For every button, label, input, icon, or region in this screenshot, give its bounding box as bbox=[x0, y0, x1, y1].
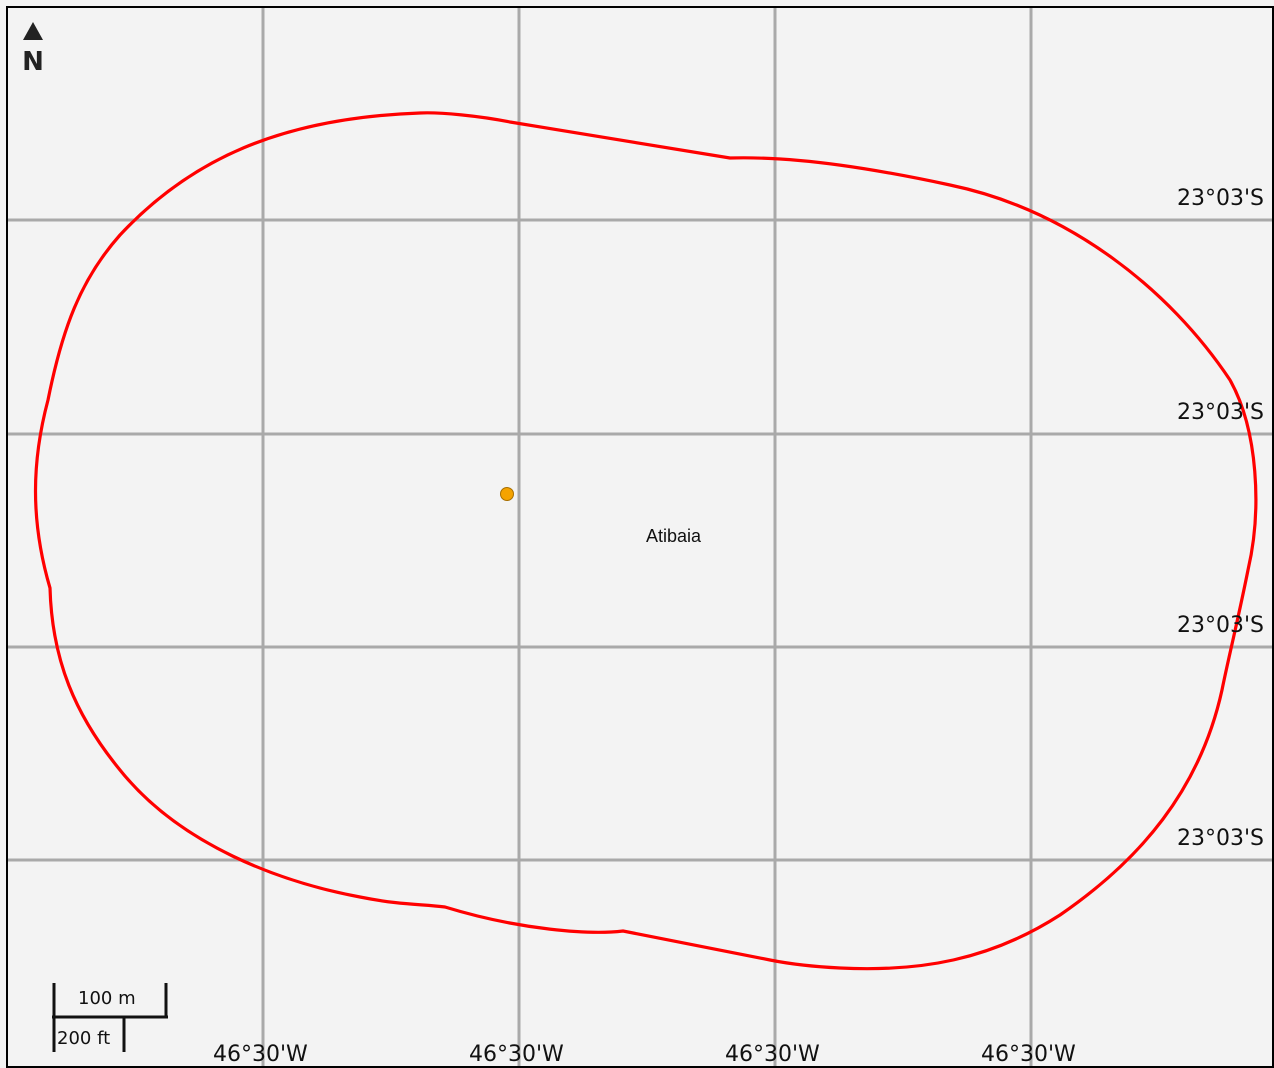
scale-bar-metric-label: 100 m bbox=[78, 988, 136, 1009]
scale-bar-imperial-label: 200 ft bbox=[57, 1028, 110, 1049]
map-frame bbox=[6, 6, 1274, 1068]
north-arrow-label: N bbox=[22, 47, 44, 77]
longitude-label: 46°30'W bbox=[981, 1042, 1076, 1067]
boundary-outline[interactable] bbox=[33, 111, 1258, 971]
longitude-label: 46°30'W bbox=[725, 1042, 820, 1067]
latitude-label: 23°03'S bbox=[1177, 613, 1264, 638]
latitude-label: 23°03'S bbox=[1177, 400, 1264, 425]
location-dot-icon[interactable] bbox=[500, 487, 514, 501]
longitude-label: 46°30'W bbox=[469, 1042, 564, 1067]
longitude-label: 46°30'W bbox=[213, 1042, 308, 1067]
north-arrow-icon: N bbox=[22, 22, 44, 77]
place-label: Atibaia bbox=[646, 526, 702, 546]
latitude-label: 23°03'S bbox=[1177, 186, 1264, 211]
latitude-label: 23°03'S bbox=[1177, 826, 1264, 851]
scale-bar: 100 m 200 ft bbox=[52, 983, 168, 1052]
